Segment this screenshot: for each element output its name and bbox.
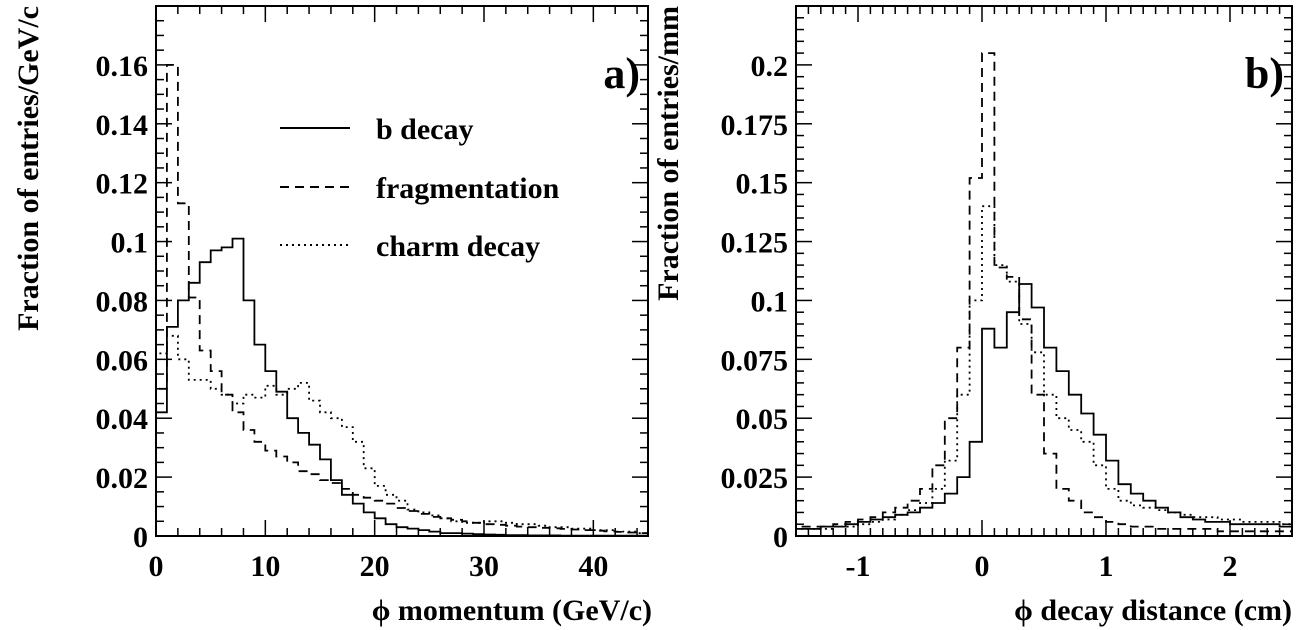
panel-a-x-tick-label: 10 — [250, 550, 280, 583]
panel-a-tick-labels: 0 10 20 30 40 0 0.02 0.04 0.06 0.08 0.1 0.12 0.14 0.1… — [96, 50, 609, 583]
panel-b-x-axis-label: ϕ decay distance (cm) — [1014, 594, 1292, 627]
panel-b-series-fragmentation — [795, 52, 1293, 536]
panel-b-y-tick-label: 0.025 — [721, 462, 789, 495]
panel-b-y-tick-label: 0 — [773, 521, 788, 554]
panel-b-x-tick-label: 1 — [1099, 550, 1114, 583]
panel-b-y-tick-label: 0.125 — [721, 227, 789, 260]
panel-a-y-tick-label: 0.06 — [96, 344, 149, 377]
panel-b-y-tick-label: 0.05 — [736, 403, 789, 436]
panel-a-x-axis-label: ϕ momentum (GeV/c) — [372, 594, 652, 627]
panel-a-series-fragmentation — [155, 64, 649, 536]
panel-a-y-tick-label: 0.02 — [96, 462, 149, 495]
panel-a-x-tick-label: 40 — [578, 550, 608, 583]
panel-a: 0 10 20 30 40 0 0.02 0.04 0.06 0.08 0.1 0.12 0.14 0.1… — [12, 5, 652, 627]
panel-a-y-tick-label: 0.12 — [96, 168, 149, 201]
panel-a-y-tick-label: 0 — [133, 521, 148, 554]
panel-b: -1 0 1 2 0 0.025 0.05 0.075 0.1 0.125 0.15 0.175 0.2… — [652, 5, 1293, 627]
panel-a-y-tick-label: 0.08 — [96, 285, 149, 318]
panel-a-label: a) — [603, 49, 640, 98]
legend-entry-charm-decay: charm decay — [376, 230, 540, 263]
panel-b-x-tick-label: 0 — [975, 550, 990, 583]
panel-a-x-tick-label: 30 — [469, 550, 499, 583]
panel-b-series-b-decay — [795, 283, 1293, 536]
panel-b-frame — [795, 5, 1293, 537]
panel-b-tick-labels: -1 0 1 2 0 0.025 0.05 0.075 0.1 0.125 0.15 0.175 0.2 — [721, 50, 1238, 583]
panel-a-legend: b decay fragmentation charm decay — [280, 113, 560, 263]
legend-entry-fragmentation: fragmentation — [376, 172, 560, 205]
panel-b-x-tick-label: 2 — [1223, 550, 1238, 583]
panel-a-y-tick-label: 0.14 — [96, 109, 149, 142]
panel-b-y-tick-label: 0.175 — [721, 109, 789, 142]
panel-b-y-tick-label: 0.1 — [751, 285, 789, 318]
panel-b-series-charm-decay — [795, 205, 1293, 536]
panel-b-x-tick-label: -1 — [846, 550, 871, 583]
panel-b-y-tick-label: 0.075 — [721, 344, 789, 377]
panel-b-label: b) — [1245, 49, 1284, 98]
panel-a-x-tick-label: 20 — [360, 550, 390, 583]
panel-b-histograms — [795, 52, 1293, 536]
panel-a-series-charm-decay — [155, 334, 649, 536]
panel-a-x-tick-label: 0 — [149, 550, 164, 583]
panel-b-ticks — [795, 5, 1293, 537]
legend-entry-b-decay: b decay — [376, 113, 474, 146]
panel-a-ticks — [155, 5, 648, 537]
panel-b-y-tick-label: 0.2 — [751, 50, 789, 83]
panel-a-series-b-decay — [155, 237, 649, 537]
panel-b-y-tick-label: 0.15 — [736, 168, 789, 201]
panel-a-y-axis-label: Fraction of entries/GeV/c — [12, 6, 45, 331]
panel-b-y-axis-label: Fraction of entries/mm — [652, 6, 685, 301]
panel-a-y-tick-label: 0.16 — [96, 50, 149, 83]
panel-a-y-tick-label: 0.04 — [96, 403, 149, 436]
panel-a-y-tick-label: 0.1 — [111, 227, 149, 260]
panel-a-frame — [155, 5, 649, 537]
